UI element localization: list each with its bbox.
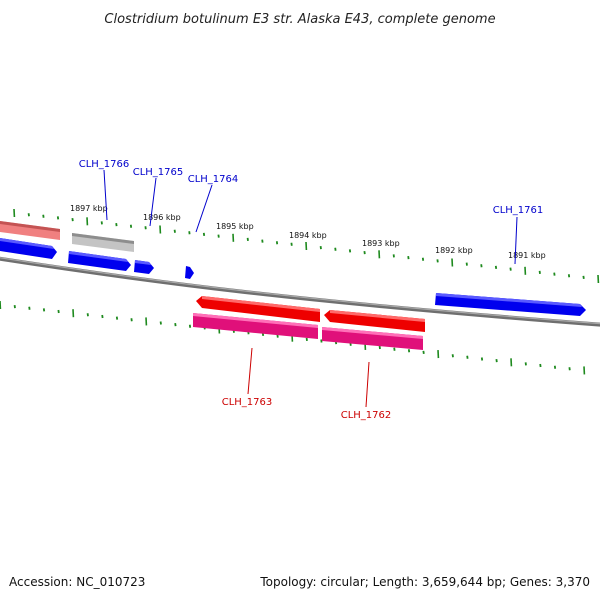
ruler-label-1896: 1896 kbp — [143, 213, 181, 222]
ruler-label-1894: 1894 kbp — [289, 231, 327, 240]
ruler-label-1891: 1891 kbp — [508, 251, 546, 260]
reverse-gene-clh-1763[interactable] — [196, 296, 320, 322]
forward-gene-clh-1765[interactable] — [134, 260, 154, 274]
ruler-label-1897: 1897 kbp — [70, 204, 108, 213]
reverse-cds-clh-1762[interactable] — [322, 327, 423, 350]
forward-gene-clh-1764[interactable] — [185, 266, 194, 279]
gene-label-clh-1762[interactable]: CLH_1762 — [341, 410, 392, 421]
genome-backbone-highlight — [0, 257, 600, 325]
gene-label-clh-1766[interactable]: CLH_1766 — [79, 159, 130, 170]
accession-text: Accession: NC_010723 — [9, 575, 145, 589]
gene-label-clh-1765[interactable]: CLH_1765 — [133, 167, 184, 178]
leader-line-clh-1762 — [365, 361, 370, 408]
forward-gene-left[interactable] — [0, 238, 57, 259]
faded-reverse-gene[interactable] — [0, 221, 60, 240]
gene-label-clh-1761[interactable]: CLH_1761 — [493, 205, 544, 216]
ruler-label-1893: 1893 kbp — [362, 239, 400, 248]
reverse-gene-clh-1762[interactable] — [324, 310, 425, 332]
genome-title: Clostridium botulinum E3 str. Alaska E43… — [104, 12, 495, 27]
gene-label-clh-1763[interactable]: CLH_1763 — [222, 397, 273, 408]
leader-line-clh-1761 — [514, 216, 518, 265]
reverse-cds-clh-1763[interactable] — [193, 313, 318, 339]
leader-line-clh-1763 — [247, 347, 253, 395]
forward-gene-clh-1766[interactable] — [68, 251, 131, 271]
leader-line-clh-1766 — [103, 169, 108, 221]
topology-text: Topology: circular; Length: 3,659,644 bp… — [259, 575, 590, 589]
faded-forward-gene[interactable] — [72, 233, 134, 252]
leader-line-clh-1764 — [195, 184, 213, 233]
ruler-label-1895: 1895 kbp — [216, 222, 254, 231]
forward-gene-clh-1761[interactable] — [435, 293, 586, 316]
ruler-label-1892: 1892 kbp — [435, 246, 473, 255]
gene-label-clh-1764[interactable]: CLH_1764 — [188, 174, 239, 185]
leader-line-clh-1765 — [149, 177, 157, 227]
genome-backbone — [0, 256, 600, 327]
outer-tick-ring — [13, 208, 600, 284]
